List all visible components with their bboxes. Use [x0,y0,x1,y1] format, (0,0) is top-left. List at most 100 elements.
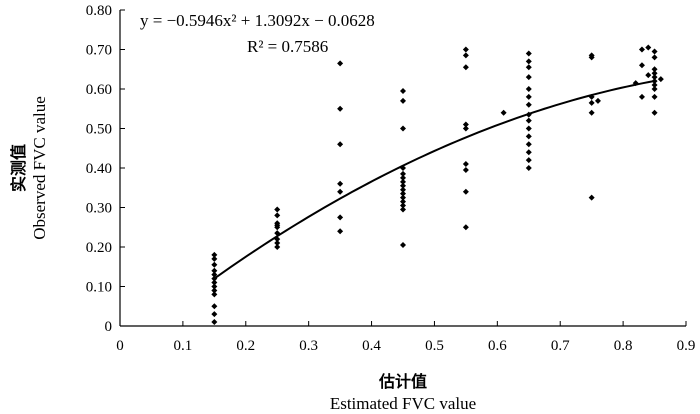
data-point [400,97,406,104]
data-point [588,99,595,106]
equation-label: y = −0.5946x² + 1.3092x − 0.0628 [140,11,375,30]
data-point [525,58,532,65]
x-tick-label: 0.7 [551,338,570,354]
data-point [651,54,658,61]
data-point [211,279,218,286]
data-point [337,141,344,148]
data-point [651,82,658,89]
data-point [400,242,406,249]
data-point [211,267,218,274]
data-point [211,251,218,258]
data-point [462,188,469,195]
data-point [525,117,532,124]
data-point [400,125,406,132]
data-point [400,87,406,94]
plot-area: 0 0.10 0.20 0.30 0.40 0.50 0.60 0.70 0.80 0 0.1 0.… [86,3,696,354]
data-point [274,206,281,213]
data-point [462,125,469,132]
data-point [211,261,218,268]
data-point [462,224,469,231]
y-tick-label: 0.70 [86,43,112,59]
data-point [651,93,658,100]
x-tick-label: 0.3 [299,338,318,354]
data-point [211,319,218,326]
data-point [594,97,601,104]
data-point [651,48,658,55]
data-point [525,86,532,92]
data-point [400,206,406,213]
data-point [525,125,532,132]
y-axis-title-zh: 实测值 [9,144,28,192]
data-point [211,311,218,318]
data-point [337,214,344,221]
x-axis-title-zh: 估计值 [378,372,427,391]
data-point [211,271,218,278]
r-squared-label: R² = 0.7586 [247,37,328,56]
data-point [337,180,344,187]
data-point [274,244,281,250]
data-point [462,161,469,168]
data-point [274,240,281,247]
data-point [211,283,218,290]
data-point [337,188,344,195]
data-point [525,74,532,81]
data-point [651,74,658,81]
data-point [651,66,658,73]
data-point [525,101,532,108]
x-tick-label: 0.1 [174,338,193,354]
data-point [651,70,658,77]
y-tick-label: 0.60 [86,82,112,98]
data-point [400,182,406,189]
data-point [645,72,652,79]
data-point [400,190,406,197]
data-point [638,62,645,69]
x-tick-label: 0.6 [488,338,507,354]
data-point [400,174,406,181]
data-point [588,109,595,116]
data-point [525,64,532,71]
x-tick-label: 0.2 [236,338,255,354]
data-point [211,303,218,310]
data-point [638,93,645,100]
data-point [525,157,532,164]
y-axis-title: Observed FVC value [30,96,49,240]
data-point [525,165,532,171]
x-axis-title: Estimated FVC value [330,394,476,413]
y-tick-label: 0.80 [86,3,112,19]
x-tick-label: 0 [116,338,124,354]
data-point [525,133,532,140]
data-point [638,46,645,53]
x-axis-ticks: 0 0.1 0.2 0.3 0.4 0.5 0.6 0.7 0.8 0.9 [116,321,695,354]
data-point [337,60,344,67]
y-tick-label: 0.10 [86,280,112,296]
y-tick-label: 0.30 [86,201,112,217]
x-tick-label: 0.5 [425,338,444,354]
data-point [400,198,406,205]
data-point [462,46,469,53]
x-tick-label: 0.4 [362,338,381,354]
data-point [462,52,469,59]
data-point [588,194,595,201]
data-point [211,291,218,298]
y-tick-label: 0.50 [86,122,112,138]
data-point [274,212,281,219]
data-point [462,64,469,71]
y-axis-ticks: 0 0.10 0.20 0.30 0.40 0.50 0.60 0.70 0.80 [86,3,125,335]
data-point [588,54,595,61]
x-tick-label: 0.8 [614,338,633,354]
data-point [525,50,532,57]
data-point [400,178,406,185]
data-point [462,121,469,128]
data-point [525,149,532,156]
data-point [651,86,658,92]
data-point [500,109,507,116]
data-point [400,170,406,177]
data-point [211,255,218,262]
data-points [211,44,664,326]
data-point [337,105,344,112]
data-point [400,186,406,193]
data-point [657,76,664,83]
data-point [400,202,406,209]
y-tick-label: 0.20 [86,240,112,256]
